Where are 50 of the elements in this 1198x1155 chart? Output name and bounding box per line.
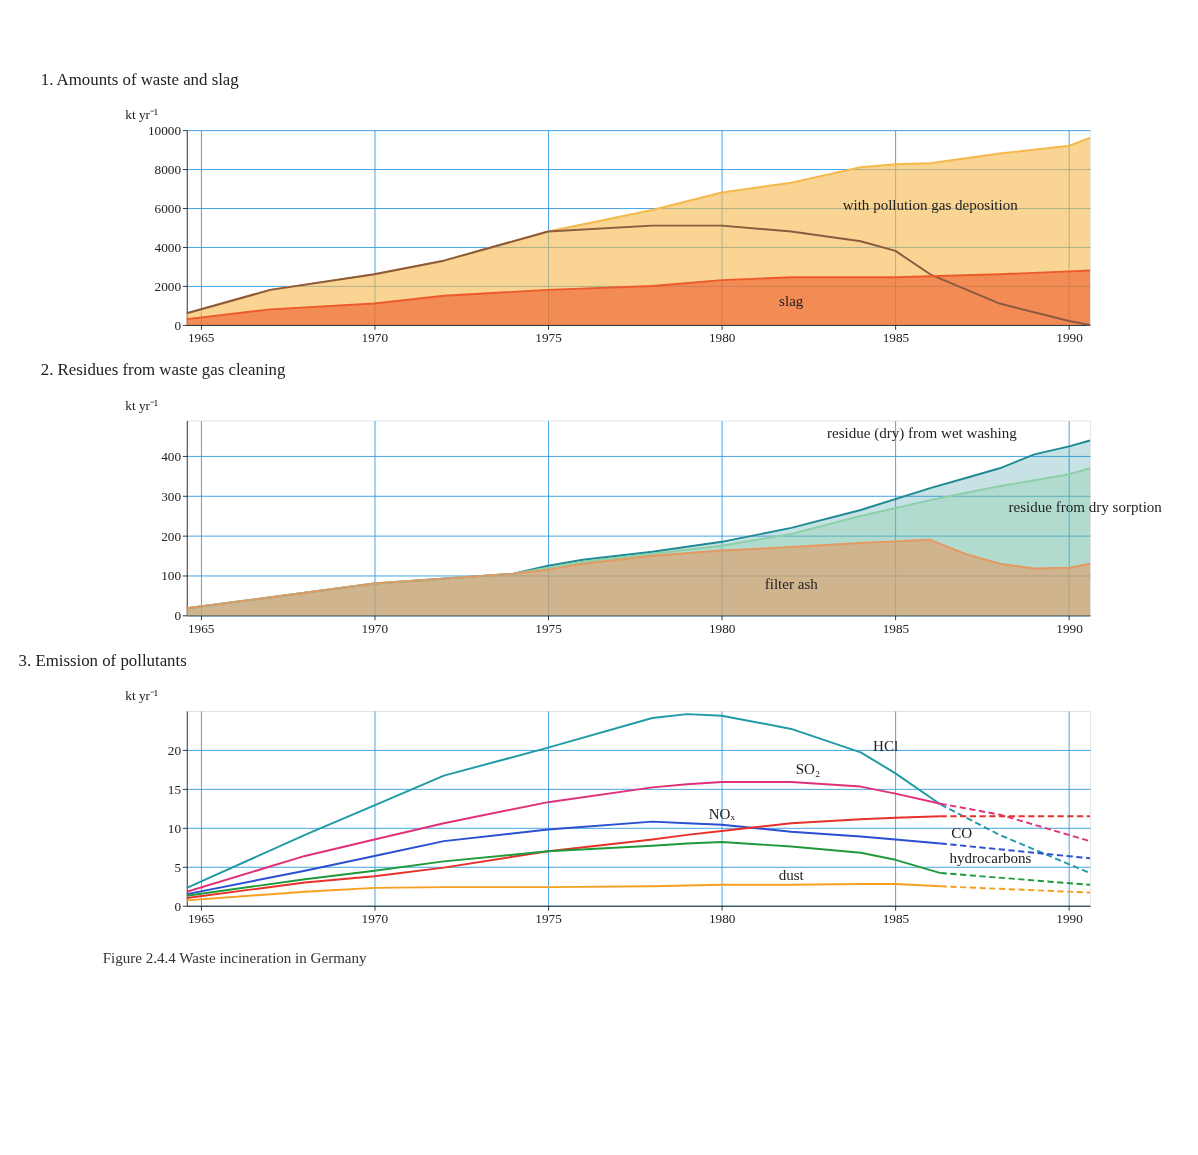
series-label: dust xyxy=(778,867,805,884)
y-tick-label: 15 xyxy=(167,781,182,797)
x-tick-label: 1985 xyxy=(882,620,910,636)
y-tick-label: 2000 xyxy=(154,278,182,294)
chart-title: 2. Residues from waste gas cleaning xyxy=(40,360,286,380)
y-tick-label: 300 xyxy=(161,488,182,504)
x-tick-label: 1970 xyxy=(361,620,389,636)
x-tick-label: 1970 xyxy=(361,911,389,927)
y-tick-label: 5 xyxy=(174,859,182,875)
x-tick-label: 1990 xyxy=(1056,620,1084,636)
x-tick-label: 1965 xyxy=(187,620,215,636)
x-tick-label: 1990 xyxy=(1056,330,1084,346)
x-tick-label: 1975 xyxy=(535,620,563,636)
y-tick-label: 8000 xyxy=(154,161,182,177)
x-tick-label: 1985 xyxy=(882,911,910,927)
x-tick-label: 1980 xyxy=(708,911,736,927)
x-tick-label: 1965 xyxy=(187,911,215,927)
x-tick-label: 1965 xyxy=(187,330,215,346)
y-axis-title: kt yr⁻¹ xyxy=(125,107,158,123)
series-label: CO xyxy=(951,825,973,842)
series-label: slag xyxy=(779,292,804,309)
y-tick-label: 400 xyxy=(161,449,182,465)
series-label: filter ash xyxy=(764,575,819,592)
x-tick-label: 1975 xyxy=(535,330,563,346)
x-tick-label: 1980 xyxy=(708,330,736,346)
y-tick-label: 6000 xyxy=(154,200,182,216)
y-tick-label: 0 xyxy=(174,608,182,624)
x-tick-label: 1990 xyxy=(1056,911,1084,927)
y-axis-title: kt yr⁻¹ xyxy=(125,397,158,413)
x-tick-label: 1980 xyxy=(708,620,736,636)
y-tick-label: 0 xyxy=(174,898,182,914)
y-tick-label: 10 xyxy=(167,820,182,836)
series-label: NOₓ xyxy=(708,805,736,822)
x-tick-label: 1985 xyxy=(882,330,910,346)
y-tick-label: 4000 xyxy=(154,239,182,255)
caption: Figure 2.4.4 Waste incineration in Germany xyxy=(102,950,368,967)
series-label: with pollution gas deposition xyxy=(842,197,1019,214)
chart-title: 1. Amounts of waste and slag xyxy=(40,70,240,89)
y-axis-title: kt yr⁻¹ xyxy=(125,687,158,703)
x-tick-label: 1970 xyxy=(361,330,389,346)
series-label: SO₂ xyxy=(795,760,821,777)
y-tick-label: 0 xyxy=(174,317,182,333)
chart-title: 3. Emission of pollutants xyxy=(18,650,187,670)
y-tick-label: 200 xyxy=(161,528,182,544)
x-tick-label: 1975 xyxy=(535,911,563,927)
y-tick-label: 10000 xyxy=(147,123,182,139)
series-label: hydrocarbons xyxy=(949,850,1032,867)
y-tick-label: 20 xyxy=(167,742,182,758)
y-tick-label: 100 xyxy=(161,568,182,584)
series-label: residue from dry sorption xyxy=(1008,498,1163,515)
